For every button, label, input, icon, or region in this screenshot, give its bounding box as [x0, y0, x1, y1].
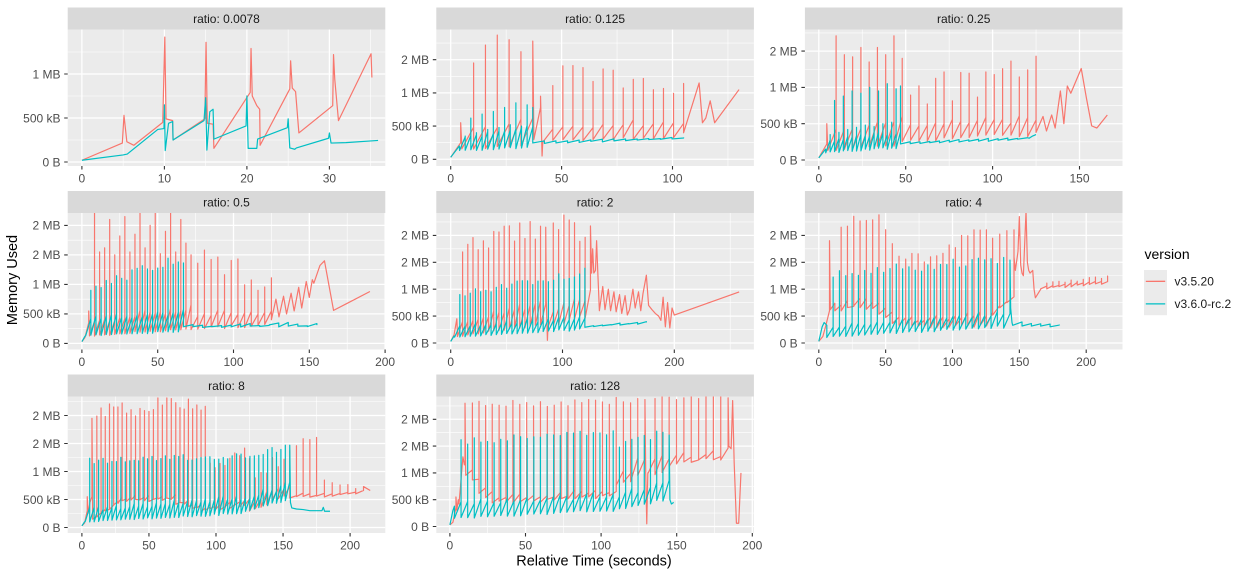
svg-text:0: 0 [815, 171, 822, 185]
svg-text:500 kB: 500 kB [760, 117, 797, 131]
svg-text:2 MB: 2 MB [770, 256, 798, 270]
svg-text:150: 150 [1009, 355, 1029, 369]
svg-text:0: 0 [447, 538, 454, 552]
svg-text:100: 100 [591, 538, 611, 552]
svg-text:v3.6.0-rc.2: v3.6.0-rc.2 [1175, 297, 1232, 311]
svg-text:200: 200 [340, 538, 360, 552]
svg-text:0: 0 [447, 171, 454, 185]
svg-text:v3.5.20: v3.5.20 [1175, 275, 1215, 289]
svg-text:50: 50 [151, 355, 165, 369]
svg-text:0: 0 [79, 171, 86, 185]
svg-text:2 MB: 2 MB [32, 248, 60, 262]
svg-text:0 B: 0 B [411, 520, 429, 534]
svg-text:50: 50 [899, 171, 913, 185]
svg-text:2 MB: 2 MB [32, 409, 60, 423]
svg-text:ratio: 2: ratio: 2 [577, 196, 614, 210]
svg-text:ratio: 0.25: ratio: 0.25 [937, 12, 991, 26]
svg-text:2 MB: 2 MB [401, 256, 429, 270]
svg-text:100: 100 [983, 171, 1003, 185]
svg-text:200: 200 [664, 355, 684, 369]
svg-text:150: 150 [1069, 171, 1089, 185]
svg-text:ratio: 8: ratio: 8 [208, 379, 245, 393]
svg-text:version: version [1145, 246, 1190, 262]
svg-text:ratio: 0.0078: ratio: 0.0078 [193, 12, 260, 26]
svg-text:2 MB: 2 MB [32, 219, 60, 233]
svg-text:2 MB: 2 MB [401, 229, 429, 243]
svg-text:1 MB: 1 MB [401, 466, 429, 480]
svg-text:2 MB: 2 MB [770, 229, 798, 243]
svg-text:1 MB: 1 MB [401, 283, 429, 297]
svg-text:2 MB: 2 MB [32, 437, 60, 451]
svg-text:10: 10 [158, 171, 172, 185]
svg-text:0 B: 0 B [780, 336, 798, 350]
svg-text:Memory Used: Memory Used [5, 235, 21, 325]
svg-text:100: 100 [223, 355, 243, 369]
svg-text:500 kB: 500 kB [23, 493, 60, 507]
svg-text:100: 100 [206, 538, 226, 552]
svg-text:1 MB: 1 MB [401, 86, 429, 100]
svg-text:ratio: 128: ratio: 128 [570, 379, 620, 393]
svg-text:100: 100 [662, 171, 682, 185]
svg-text:0: 0 [79, 538, 86, 552]
svg-text:ratio: 4: ratio: 4 [945, 196, 982, 210]
svg-text:100: 100 [552, 355, 572, 369]
svg-text:0 B: 0 B [42, 521, 60, 535]
svg-text:1 MB: 1 MB [32, 278, 60, 292]
svg-text:0 B: 0 B [411, 336, 429, 350]
svg-text:200: 200 [1076, 355, 1096, 369]
svg-text:200: 200 [375, 355, 395, 369]
svg-text:500 kB: 500 kB [760, 309, 797, 323]
svg-text:0: 0 [447, 355, 454, 369]
svg-text:ratio: 0.5: ratio: 0.5 [203, 196, 250, 210]
svg-text:2 MB: 2 MB [401, 439, 429, 453]
svg-text:2 MB: 2 MB [401, 413, 429, 427]
svg-text:1 MB: 1 MB [32, 67, 60, 81]
svg-text:Relative Time (seconds): Relative Time (seconds) [516, 553, 672, 569]
svg-text:50: 50 [879, 355, 893, 369]
svg-text:0 B: 0 B [411, 153, 429, 167]
svg-text:20: 20 [240, 171, 254, 185]
svg-text:150: 150 [273, 538, 293, 552]
svg-text:0: 0 [79, 355, 86, 369]
svg-text:200: 200 [742, 538, 762, 552]
svg-text:50: 50 [555, 171, 569, 185]
svg-text:50: 50 [519, 538, 533, 552]
svg-text:500 kB: 500 kB [23, 307, 60, 321]
svg-text:0 B: 0 B [780, 153, 798, 167]
svg-text:1 MB: 1 MB [32, 465, 60, 479]
svg-text:50: 50 [142, 538, 156, 552]
svg-text:0 B: 0 B [42, 337, 60, 351]
svg-text:0: 0 [815, 355, 822, 369]
svg-text:1 MB: 1 MB [770, 283, 798, 297]
svg-text:2 MB: 2 MB [401, 53, 429, 67]
svg-text:150: 150 [667, 538, 687, 552]
svg-text:500 kB: 500 kB [392, 309, 429, 323]
svg-text:150: 150 [299, 355, 319, 369]
svg-text:100: 100 [942, 355, 962, 369]
svg-text:ratio: 0.125: ratio: 0.125 [565, 12, 625, 26]
svg-text:1 MB: 1 MB [770, 81, 798, 95]
svg-text:2 MB: 2 MB [770, 44, 798, 58]
svg-text:30: 30 [323, 171, 337, 185]
svg-text:500 kB: 500 kB [23, 111, 60, 125]
svg-text:500 kB: 500 kB [392, 493, 429, 507]
svg-text:500 kB: 500 kB [392, 119, 429, 133]
svg-text:0 B: 0 B [42, 155, 60, 169]
